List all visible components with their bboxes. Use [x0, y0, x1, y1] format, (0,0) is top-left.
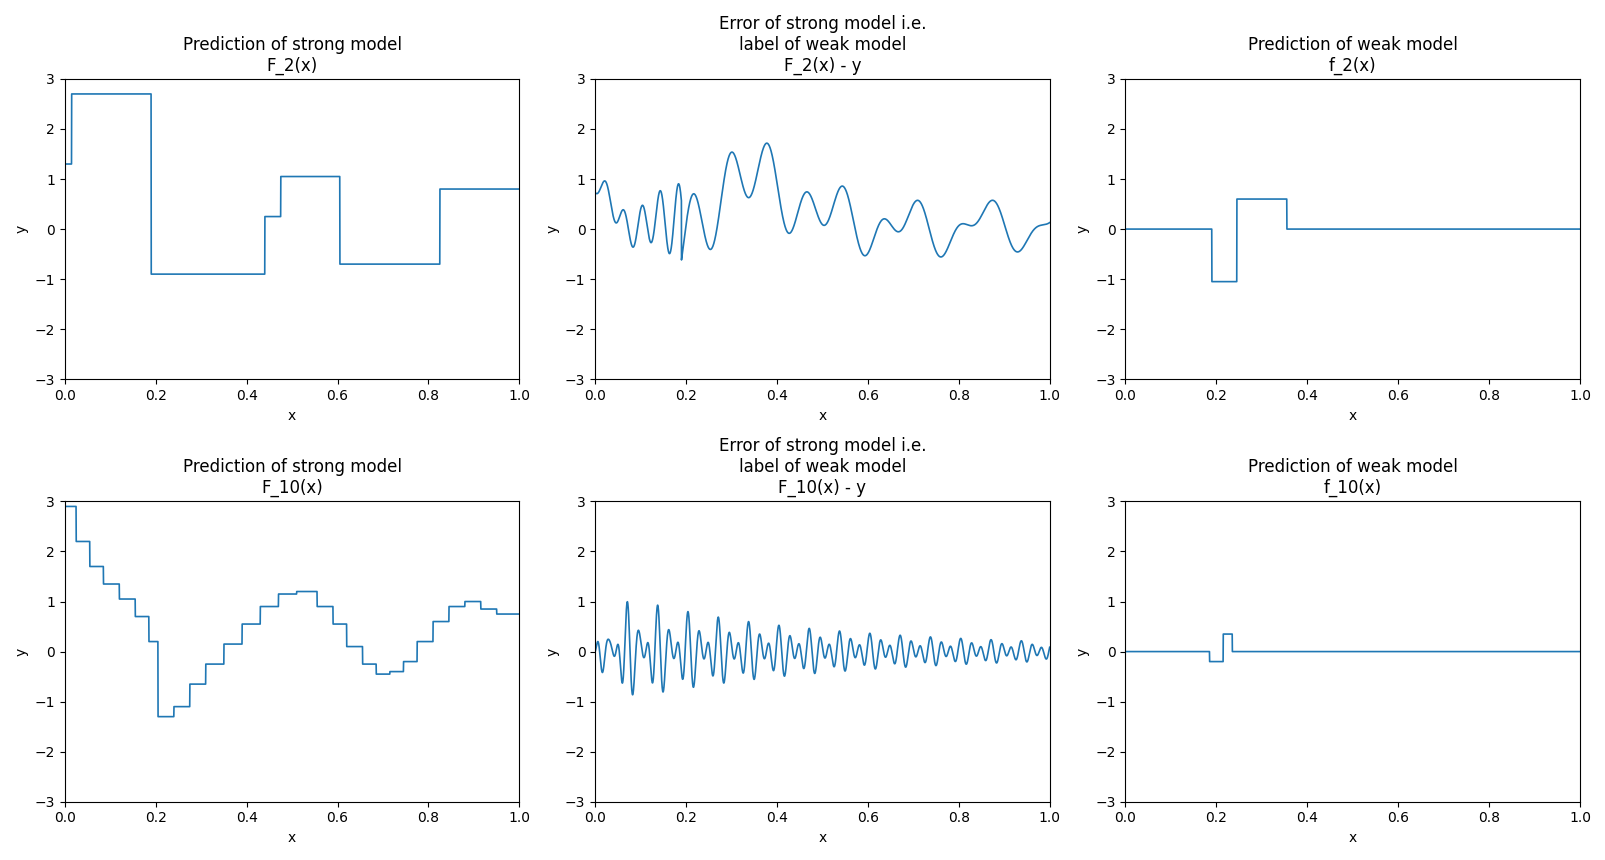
Y-axis label: y: y: [1075, 648, 1088, 655]
Y-axis label: y: y: [546, 225, 559, 233]
Y-axis label: y: y: [546, 648, 559, 655]
X-axis label: x: x: [819, 408, 827, 422]
Title: Error of strong model i.e.
label of weak model
F_2(x) - y: Error of strong model i.e. label of weak…: [717, 15, 926, 75]
X-axis label: x: x: [287, 831, 295, 845]
X-axis label: x: x: [287, 408, 295, 422]
Title: Prediction of weak model
f_10(x): Prediction of weak model f_10(x): [1247, 458, 1457, 497]
Y-axis label: y: y: [14, 648, 29, 655]
Title: Prediction of weak model
f_2(x): Prediction of weak model f_2(x): [1247, 36, 1457, 75]
X-axis label: x: x: [819, 831, 827, 845]
Y-axis label: y: y: [14, 225, 29, 233]
X-axis label: x: x: [1348, 831, 1356, 845]
Y-axis label: y: y: [1075, 225, 1088, 233]
Title: Prediction of strong model
F_2(x): Prediction of strong model F_2(x): [183, 36, 401, 75]
X-axis label: x: x: [1348, 408, 1356, 422]
Title: Prediction of strong model
F_10(x): Prediction of strong model F_10(x): [183, 458, 401, 497]
Title: Error of strong model i.e.
label of weak model
F_10(x) - y: Error of strong model i.e. label of weak…: [717, 438, 926, 497]
